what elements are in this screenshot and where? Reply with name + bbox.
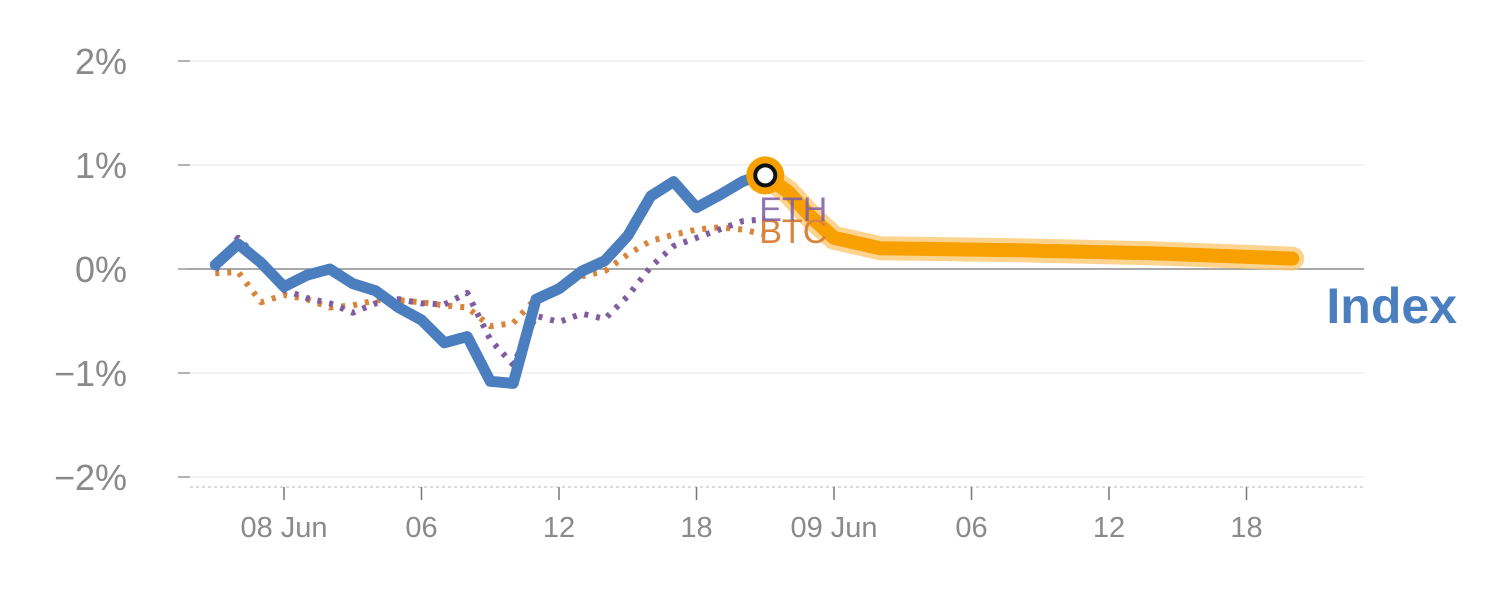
index-series-line	[209, 167, 771, 389]
grid-lines	[188, 60, 1364, 478]
x-tick-label: 08 Jun	[240, 512, 327, 544]
eth-series-line	[212, 216, 766, 368]
y-axis: 2% 1% 0% −1% −2%	[54, 41, 190, 498]
x-tick-label: 12	[1093, 512, 1125, 544]
y-tick-label: −1%	[54, 353, 127, 394]
x-tick-label: 12	[543, 512, 575, 544]
x-tick-label: 09 Jun	[790, 512, 877, 544]
y-tick-label: 1%	[75, 145, 127, 186]
current-point-marker	[753, 163, 778, 188]
y-tick-label: 2%	[75, 41, 127, 82]
x-tick-label: 06	[405, 512, 437, 544]
x-tick-label: 06	[955, 512, 987, 544]
btc-series-label: BTC	[759, 213, 827, 251]
series-labels: BTC ETH Index	[759, 191, 1457, 334]
index-series-label: Index	[1326, 278, 1457, 334]
eth-series-label: ETH	[759, 191, 827, 229]
x-tick-label: 18	[680, 512, 712, 544]
series-lines	[209, 163, 1305, 389]
y-tick-label: 0%	[75, 249, 127, 290]
y-tick-label: −2%	[54, 457, 127, 498]
x-axis: 08 Jun 06 12 18 09 Jun 06 12 18	[190, 486, 1364, 544]
forecast-series-line	[758, 168, 1300, 266]
x-tick-label: 18	[1230, 512, 1262, 544]
current-point-marker-group	[746, 156, 785, 195]
